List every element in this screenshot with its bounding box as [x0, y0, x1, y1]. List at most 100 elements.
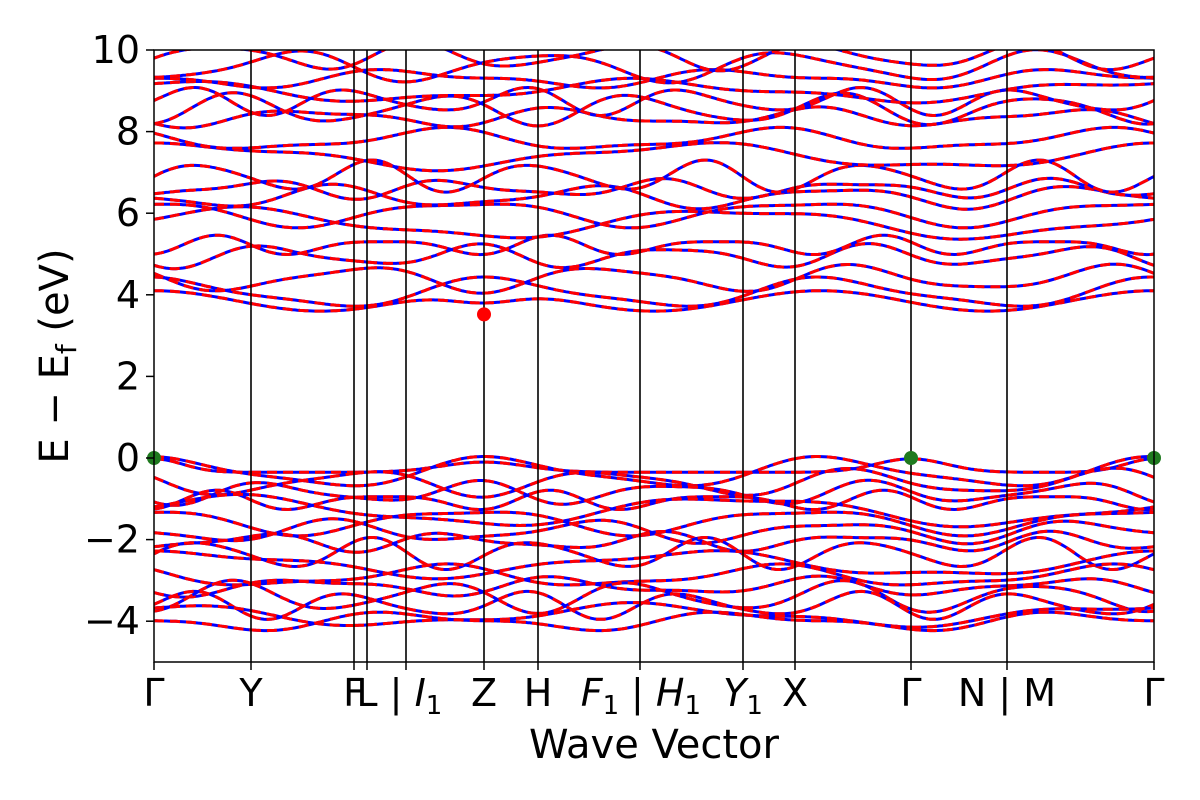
band-line-spin-down	[250, 578, 355, 586]
band-line-spin-down	[1006, 549, 1154, 576]
band-line-spin-down	[154, 131, 252, 150]
band-line-spin-down	[353, 139, 368, 144]
band-line-spin-down	[483, 529, 539, 538]
plot-frame	[153, 49, 1155, 663]
band-line-spin-down	[833, 50, 912, 66]
band-line-spin-down	[910, 524, 1008, 538]
band-line-spin-down	[154, 50, 252, 60]
band-line-spin-down	[639, 248, 744, 260]
band-line-spin-down	[794, 105, 912, 128]
band-line-spin-down	[405, 531, 485, 542]
band-line-spin-down	[154, 181, 252, 196]
cbm-marker	[477, 307, 491, 322]
band-line-spin-down	[366, 610, 407, 616]
band-line-spin-down	[250, 50, 355, 69]
band-line-spin-down	[910, 170, 1008, 191]
band-line-spin-down	[794, 467, 912, 485]
band-line-spin-down	[537, 213, 641, 239]
band-line-spin-down	[484, 455, 539, 467]
band-line-spin-down	[639, 271, 744, 293]
band-line-spin-down	[483, 480, 539, 499]
band-line-spin-down	[537, 513, 641, 538]
band-line-spin-down	[910, 72, 1008, 90]
band-line-spin-down	[742, 562, 796, 571]
band-line-spin-down	[250, 557, 355, 569]
band-line-spin-down	[537, 76, 640, 94]
band-line-spin-down	[154, 76, 252, 89]
band-line-spin-down	[639, 240, 744, 254]
band-line-spin-down	[250, 215, 355, 230]
band-line-spin-down	[154, 275, 252, 297]
band-line-spin-down	[742, 277, 796, 298]
band-line-spin-down	[353, 565, 368, 571]
band-line-spin-down	[639, 56, 744, 85]
band-line-spin-down	[366, 567, 407, 579]
band-line-spin-down	[794, 289, 912, 304]
band-line-spin-down	[537, 485, 641, 506]
band-line-spin-down	[250, 179, 355, 201]
band-line-spin-down	[250, 70, 355, 90]
band-line-spin-down	[154, 112, 252, 130]
band-line-spin-down	[405, 562, 485, 571]
band-line-spin-down	[250, 532, 355, 554]
band-line-spin-down	[910, 592, 1008, 621]
kpath-label: Y	[238, 671, 263, 715]
band-line-spin-down	[795, 499, 912, 523]
band-line-spin-down	[250, 109, 355, 116]
band-line-spin-up	[483, 541, 539, 557]
band-line-spin-down	[537, 471, 641, 484]
band-line-spin-down	[537, 143, 641, 150]
band-line-spin-down	[354, 549, 368, 554]
band-line-spin-down	[1006, 108, 1154, 125]
band-line-spin-down	[743, 539, 796, 553]
band-line-spin-down	[639, 497, 743, 505]
band-line-spin-down	[910, 587, 1008, 614]
band-line-spin-down	[538, 297, 641, 313]
band-line-spin-down	[1006, 202, 1154, 223]
band-line-spin-down	[1006, 158, 1154, 194]
band-line-spin-down	[250, 88, 355, 118]
band-line-spin-down	[1006, 495, 1154, 512]
band-line-spin-down	[154, 233, 252, 256]
band-line-spin-down	[367, 113, 407, 122]
band-line-spin-down	[405, 173, 485, 194]
band-line-spin-down	[639, 549, 744, 560]
band-line-spin-down	[405, 60, 485, 84]
band-line-spin-down	[353, 519, 368, 527]
band-line-spin-down	[742, 511, 795, 517]
band-line-spin-down	[406, 240, 485, 257]
band-line-spin-down	[366, 497, 407, 502]
band-line-spin-down	[537, 463, 641, 483]
band-line-spin-down	[910, 490, 1008, 503]
y-tick-label: 2	[116, 354, 140, 398]
band-line-spin-down	[353, 306, 368, 311]
band-line-spin-down	[366, 266, 407, 273]
band-line-spin-down	[250, 495, 355, 512]
band-line-spin-down	[910, 615, 1008, 633]
band-line-spin-down	[910, 195, 1008, 211]
band-line-spin-down	[639, 141, 744, 152]
band-line-spin-down	[537, 180, 641, 196]
band-line-spin-down	[250, 493, 355, 515]
band-line-spin-down	[483, 276, 539, 295]
band-line-spin-down	[366, 513, 407, 524]
y-tick-label: 6	[116, 191, 140, 235]
band-line-spin-down	[910, 142, 1008, 150]
band-line-spin-down	[250, 302, 355, 313]
band-line-spin-down	[353, 212, 368, 219]
band-line-spin-down	[910, 495, 1008, 512]
band-line-spin-down	[910, 300, 1008, 313]
band-line-spin-down	[794, 152, 912, 167]
band-line-spin-down	[794, 202, 912, 220]
band-line-spin-down	[794, 242, 912, 268]
band-line-spin-down	[742, 256, 796, 269]
band-line-spin-down	[794, 574, 912, 597]
band-line-spin-down	[366, 225, 406, 232]
kpath-label: L	[356, 671, 377, 715]
bands-layer	[154, 50, 1154, 633]
band-line-spin-down	[405, 298, 484, 305]
band-line-spin-down	[483, 60, 539, 68]
band-line-spin-down	[910, 277, 1008, 289]
y-tick-label: 0	[116, 436, 140, 480]
band-line-spin-down	[483, 106, 539, 125]
